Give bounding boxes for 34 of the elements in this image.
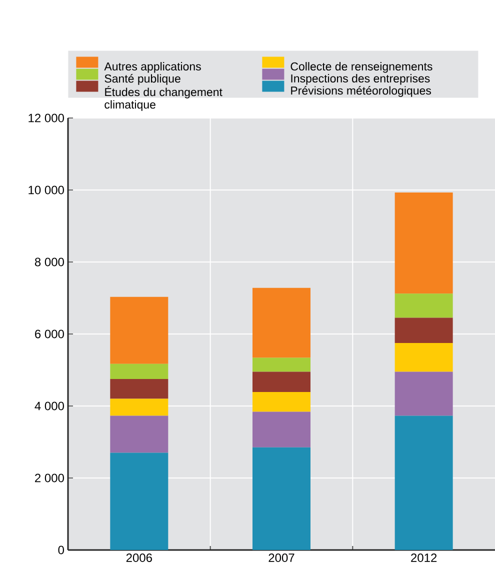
bar — [110, 452, 168, 550]
x-tick-label: 2006 — [126, 554, 152, 562]
legend-label: Collecte de renseignements — [290, 62, 432, 73]
bar — [394, 343, 453, 372]
bar — [252, 447, 310, 550]
bar — [394, 192, 453, 294]
x-tick-label: 2007 — [268, 554, 294, 562]
bar — [252, 392, 310, 412]
bar — [252, 288, 310, 358]
legend-label: Prévisions météorologiques — [291, 86, 431, 97]
x-tick-label: 2012 — [411, 554, 437, 562]
y-tick-label: 10 000 — [28, 186, 64, 194]
y-tick-label: 12 000 — [28, 114, 64, 122]
legend-label: Santé publique — [104, 74, 180, 85]
bar — [252, 412, 310, 448]
bar — [110, 398, 168, 416]
legend-label: Autres applications — [104, 62, 201, 73]
y-tick-label: 0 — [58, 546, 64, 554]
legend-label: Inspections des entreprises — [291, 74, 430, 85]
y-tick-label: 2 000 — [35, 474, 64, 482]
y-tick-label: 6 000 — [35, 330, 64, 338]
bar — [110, 379, 168, 399]
bar — [394, 294, 453, 318]
bar — [394, 318, 453, 343]
bar — [252, 358, 310, 372]
bar — [110, 416, 168, 453]
legend-label: Études du changement climatique — [104, 86, 222, 111]
y-tick-label: 8 000 — [34, 258, 64, 266]
y-tick-label: 4 000 — [34, 402, 64, 410]
bar — [252, 372, 310, 392]
bar — [110, 296, 168, 364]
bar — [394, 372, 453, 416]
bar — [110, 364, 168, 379]
bar — [394, 416, 453, 550]
